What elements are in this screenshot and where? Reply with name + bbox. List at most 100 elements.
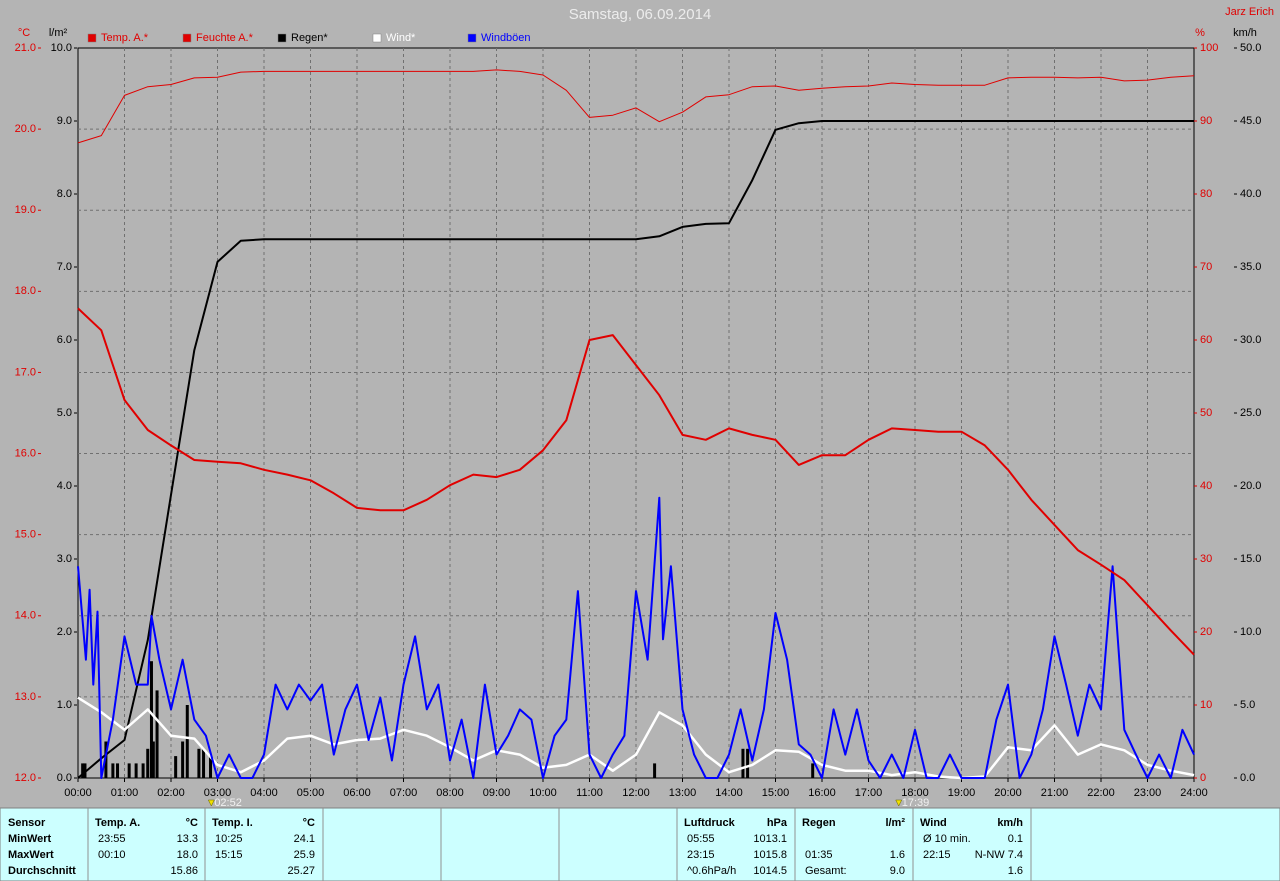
legend-label: Regen*	[291, 32, 328, 44]
y-tick-label: 5.0	[1240, 699, 1255, 711]
y-tick-label: 35.0	[1240, 261, 1261, 273]
stats-value: 1014.5	[753, 865, 787, 877]
stats-row-label: Durchschnitt	[8, 865, 76, 877]
legend-swatch	[467, 33, 477, 43]
stats-row-label: MaxWert	[8, 849, 54, 861]
stats-value: N-NW 7.4	[975, 849, 1023, 861]
y-tick-label: 40	[1200, 480, 1212, 492]
y-tick-label: 13.0	[15, 691, 36, 703]
stats-col-name: Temp. I.	[212, 817, 253, 829]
x-tick-label: 04:00	[250, 787, 278, 799]
legend-swatch	[372, 33, 382, 43]
stats-time: 22:15	[923, 849, 951, 861]
rain-bar	[151, 741, 155, 778]
legend-swatch	[277, 33, 287, 43]
stats-time: 23:55	[98, 833, 126, 845]
y-tick-label: 15.0	[1240, 553, 1261, 565]
x-tick-label: 00:00	[64, 787, 92, 799]
y-tick-label: 0.0	[57, 772, 72, 784]
y-tick-label: 0	[1200, 772, 1206, 784]
marker-label: 02:52	[214, 797, 242, 809]
y-tick-label: 14.0	[15, 610, 36, 622]
y-tick-label: 5.0	[57, 407, 72, 419]
x-tick-label: 11:00	[576, 787, 603, 799]
y-tick-label: 100	[1200, 42, 1218, 54]
marker-label: 17:39	[902, 797, 930, 809]
axis-unit: %	[1195, 27, 1205, 39]
author: Jarz Erich	[1225, 6, 1274, 18]
rain-bar	[116, 763, 120, 778]
x-tick-label: 01:00	[111, 787, 139, 799]
stats-col-name: Wind	[920, 817, 947, 829]
chart-title: Samstag, 06.09.2014	[569, 6, 712, 23]
x-tick-label: 13:00	[669, 787, 697, 799]
stats-value: 24.1	[294, 833, 315, 845]
x-tick-label: 09:00	[483, 787, 511, 799]
series-line	[77, 69, 1195, 144]
rain-bar	[746, 748, 750, 778]
x-tick-label: 17:00	[855, 787, 883, 799]
y-tick-label: 16.0	[15, 447, 36, 459]
stats-value: 18.0	[177, 849, 198, 861]
legend-label: Feuchte A.*	[196, 32, 254, 44]
stats-value: 25.27	[287, 865, 315, 877]
y-tick-label: 2.0	[57, 626, 72, 638]
rain-bar	[81, 763, 85, 778]
y-tick-label: 0.0	[1240, 772, 1255, 784]
rain-bar	[174, 756, 178, 778]
x-tick-label: 15:00	[762, 787, 790, 799]
stats-time: Gesamt:	[805, 865, 847, 877]
x-tick-label: 22:00	[1087, 787, 1115, 799]
legend-swatch	[182, 33, 192, 43]
rain-bar	[155, 690, 159, 778]
stats-value: 13.3	[177, 833, 198, 845]
y-tick-label: 9.0	[57, 115, 72, 127]
y-tick-label: 30.0	[1240, 334, 1261, 346]
x-tick-label: 05:00	[297, 787, 325, 799]
stats-value: 1013.1	[753, 833, 787, 845]
y-tick-label: 21.0	[15, 42, 36, 54]
x-tick-label: 14:00	[715, 787, 743, 799]
stats-col-unit: hPa	[767, 817, 788, 829]
rain-bar	[181, 741, 185, 778]
rain-bar	[185, 705, 189, 778]
rain-bar	[111, 763, 115, 778]
y-tick-label: 8.0	[57, 188, 72, 200]
stats-value: 9.0	[890, 865, 905, 877]
y-tick-label: 19.0	[15, 204, 36, 216]
rain-bar	[83, 763, 87, 778]
axis-unit: km/h	[1233, 27, 1257, 39]
x-tick-label: 06:00	[343, 787, 371, 799]
stats-time: 05:55	[687, 833, 715, 845]
x-tick-label: 23:00	[1134, 787, 1162, 799]
x-tick-label: 18:00	[901, 787, 929, 799]
x-tick-label: 10:00	[529, 787, 557, 799]
rain-bar	[141, 763, 145, 778]
y-tick-label: 18.0	[15, 285, 36, 297]
y-tick-label: 4.0	[57, 480, 72, 492]
y-tick-label: 12.0	[15, 772, 36, 784]
y-tick-label: 20.0	[1240, 480, 1261, 492]
y-tick-label: 60	[1200, 334, 1212, 346]
rain-bar	[134, 763, 138, 778]
stats-value: 1.6	[1008, 865, 1023, 877]
legend-label: Windböen	[481, 32, 531, 44]
x-tick-label: 16:00	[808, 787, 836, 799]
stats-value: 25.9	[294, 849, 315, 861]
legend-label: Wind*	[386, 32, 416, 44]
x-tick-label: 21:00	[1041, 787, 1069, 799]
y-tick-label: 1.0	[57, 699, 72, 711]
stats-time: 00:10	[98, 849, 126, 861]
axis-unit: °C	[18, 27, 30, 39]
x-tick-label: 24:00	[1180, 787, 1208, 799]
marker	[895, 799, 903, 807]
y-tick-label: 10	[1200, 699, 1212, 711]
x-tick-label: 12:00	[622, 787, 650, 799]
y-tick-label: 17.0	[15, 366, 36, 378]
x-tick-label: 02:00	[157, 787, 185, 799]
stats-header: Sensor	[8, 817, 46, 829]
y-tick-label: 90	[1200, 115, 1212, 127]
stats-row-label: MinWert	[8, 833, 52, 845]
x-tick-label: 08:00	[436, 787, 464, 799]
y-tick-label: 45.0	[1240, 115, 1261, 127]
